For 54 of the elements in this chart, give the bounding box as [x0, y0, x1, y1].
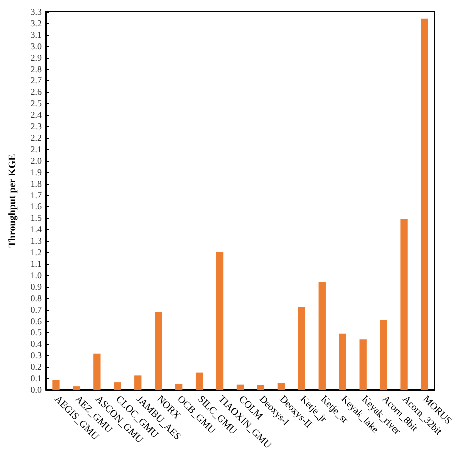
y-tick-label: 0.8	[30, 293, 42, 304]
y-tick-label: 0.2	[30, 362, 42, 372]
y-tick-label: 2.4	[30, 110, 42, 120]
y-tick-label: 0.5	[30, 328, 42, 338]
y-tick-label: 0.6	[30, 316, 42, 326]
y-tick-label: 1.4	[30, 224, 42, 235]
y-tick-label: 1.2	[30, 248, 42, 258]
bar	[196, 372, 204, 390]
bar	[236, 384, 244, 390]
y-tick-label: 1.8	[30, 178, 42, 189]
y-tick-label: 2.7	[30, 76, 42, 86]
y-tick-label: 3.1	[30, 30, 42, 40]
bar	[216, 252, 224, 390]
y-tick-label: 1.5	[30, 213, 42, 224]
bar	[278, 383, 286, 390]
y-tick-label: 1.6	[30, 202, 42, 212]
y-tick-label: 1.9	[30, 167, 42, 178]
y-tick-label: 1.1	[30, 259, 42, 269]
bar	[400, 219, 408, 390]
bar	[114, 382, 122, 390]
bar	[318, 282, 326, 390]
bar	[257, 385, 265, 390]
bar	[155, 312, 162, 390]
y-tick-label: 1.3	[30, 236, 42, 246]
y-tick-label: 1.0	[30, 270, 42, 280]
y-axis-title: Throughput per KGE	[8, 154, 18, 248]
y-tick-label: 2.8	[30, 64, 42, 74]
y-tick-label: 2.2	[30, 133, 42, 143]
y-tick-label: 0.4	[30, 339, 42, 350]
bar	[360, 340, 367, 390]
bar	[94, 354, 101, 390]
bar	[339, 334, 346, 390]
bar	[175, 384, 183, 390]
y-tick-label: 3.2	[30, 18, 42, 28]
y-tick-label: 3.3	[30, 7, 42, 17]
bar	[52, 380, 60, 390]
y-tick-label: 0.0	[30, 385, 42, 395]
y-tick-label: 2.5	[30, 98, 42, 109]
y-tick-label: 0.3	[30, 350, 42, 361]
y-tick-label: 0.9	[30, 282, 42, 292]
y-tick-label: 1.7	[30, 190, 42, 200]
y-tick-label: 3.0	[30, 41, 42, 52]
y-tick-label: 2.1	[30, 144, 42, 154]
bar	[298, 308, 306, 390]
y-tick-label: 0.1	[30, 374, 42, 384]
y-tick-label: 2.3	[30, 122, 42, 132]
bar	[421, 18, 428, 390]
y-tick-label: 0.7	[30, 304, 42, 315]
y-tick-label: 2.9	[30, 52, 42, 63]
bar	[134, 376, 142, 390]
y-tick-label: 2.0	[30, 156, 42, 166]
bar	[380, 320, 388, 390]
bar	[73, 386, 80, 390]
y-tick-label: 2.6	[30, 87, 42, 98]
